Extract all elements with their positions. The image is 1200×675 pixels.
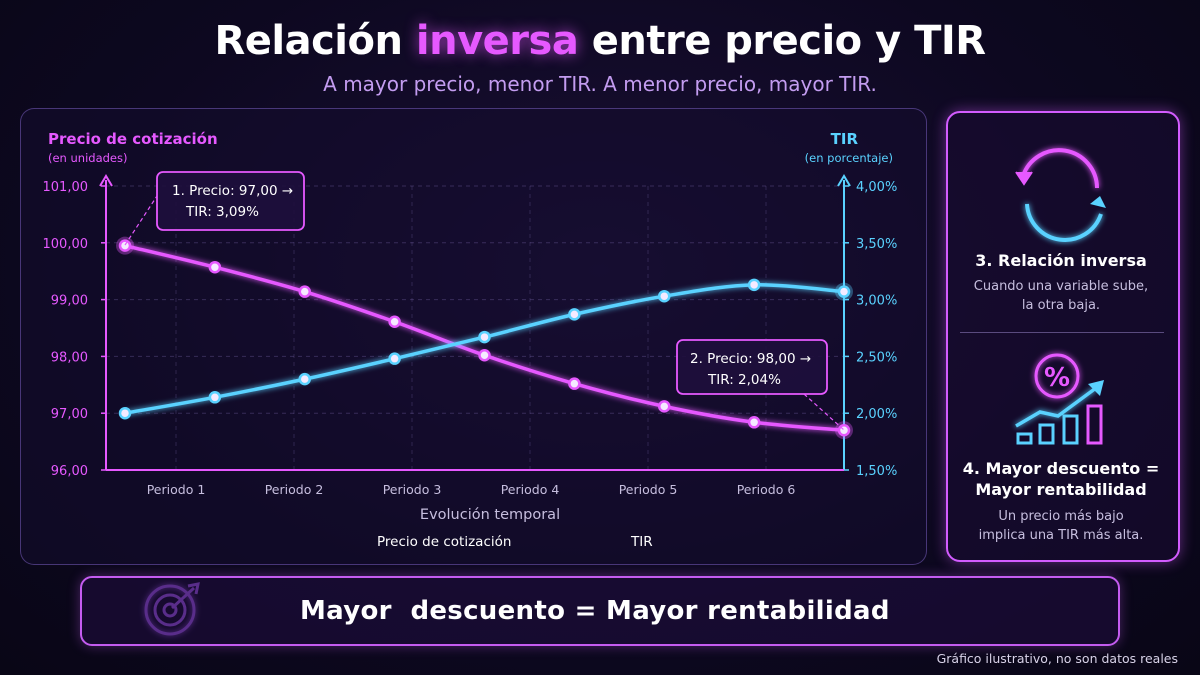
banner-text: Mayor descuento = Mayor rentabilidad xyxy=(300,596,890,626)
right-axis-subtitle: (en porcentaje) xyxy=(805,151,893,165)
item4-text-line2: implica una TIR más alta. xyxy=(978,528,1144,543)
left-axis-subtitle: (en unidades) xyxy=(48,151,127,165)
left-tick-label: 97,00 xyxy=(51,407,88,422)
price-data-point[interactable] xyxy=(568,377,581,390)
item3-text-line2: la otra baja. xyxy=(1021,298,1101,313)
right-tick-label: 3,50% xyxy=(856,237,897,252)
annotation-1-line2: TIR: 3,09% xyxy=(185,204,259,220)
tir-data-point[interactable] xyxy=(118,406,132,420)
left-tick-label: 100,00 xyxy=(43,237,89,252)
right-tick-label: 3,00% xyxy=(856,294,897,309)
price-data-point[interactable] xyxy=(747,416,761,429)
price-data-point[interactable] xyxy=(208,260,222,274)
x-tick-label: Periodo 3 xyxy=(383,482,442,497)
item4-title-line2: Mayor rentabilidad xyxy=(975,480,1147,499)
side-panel xyxy=(946,111,1180,562)
price-data-point[interactable] xyxy=(118,239,132,252)
tir-data-point[interactable] xyxy=(747,278,761,292)
legend-tir-label: TIR xyxy=(630,534,653,550)
right-axis-arrow xyxy=(837,174,851,187)
annotation-1-connector xyxy=(124,195,158,246)
annotation-1-box xyxy=(156,171,305,231)
annotation-2-connector xyxy=(803,393,845,431)
grid xyxy=(106,185,844,470)
tir-data-point[interactable] xyxy=(478,330,491,344)
percent-symbol: % xyxy=(1044,363,1070,393)
left-tick-label: 96,00 xyxy=(51,464,88,479)
x-tick-label: Periodo 2 xyxy=(265,482,324,497)
annotation-2-line1: 2. Precio: 98,00 → xyxy=(690,351,811,367)
item3-text-line1: Cuando una variable sube, xyxy=(973,279,1149,294)
right-tick-label: 1,50% xyxy=(856,464,897,479)
page-subtitle: A mayor precio, menor TIR. A menor preci… xyxy=(323,72,877,96)
annotation-1-line1: 1. Precio: 97,00 → xyxy=(172,183,293,199)
footnote: Gráfico ilustrativo, no son datos reales xyxy=(936,651,1178,666)
left-axis-title: Precio de cotización xyxy=(48,130,218,148)
x-tick-label: Periodo 1 xyxy=(147,482,206,497)
item3-title: 3. Relación inversa xyxy=(975,251,1147,270)
price-data-point[interactable] xyxy=(388,315,401,329)
left-tick-label: 99,00 xyxy=(51,294,88,309)
tir-data-point[interactable] xyxy=(568,308,581,321)
cycle-arrows-icon xyxy=(1015,148,1106,242)
tir-data-point[interactable] xyxy=(298,372,311,386)
side-divider xyxy=(960,332,1164,333)
x-tick-label: Periodo 6 xyxy=(737,482,796,497)
price-data-point[interactable] xyxy=(478,349,491,362)
page-title: Relación inversa entre precio y TIR xyxy=(214,18,986,64)
left-axis-arrow xyxy=(99,174,113,187)
left-tick-label: 101,00 xyxy=(43,180,89,195)
tir-data-point[interactable] xyxy=(388,352,401,365)
x-tick-label: Periodo 5 xyxy=(619,482,678,497)
right-tick-label: 4,00% xyxy=(856,180,897,195)
price-data-point[interactable] xyxy=(658,400,671,413)
left-tick-label: 98,00 xyxy=(51,350,88,365)
item4-title-line1: 4. Mayor descuento = xyxy=(962,459,1160,478)
percent-growth-chart-icon: % xyxy=(1015,353,1104,445)
annotation-2-box xyxy=(676,339,828,395)
right-tick-label: 2,00% xyxy=(856,407,897,422)
x-axis-title: Evolución temporal xyxy=(420,507,560,523)
item4-text-line1: Un precio más bajo xyxy=(998,509,1124,524)
right-axis-title: TIR xyxy=(831,130,859,148)
tir-data-point[interactable] xyxy=(208,391,222,404)
tir-data-point[interactable] xyxy=(837,285,851,298)
bottom-banner xyxy=(80,576,1120,646)
legend-price-label: Precio de cotización xyxy=(377,534,511,550)
annotation-2-line2: TIR: 2,04% xyxy=(707,372,781,388)
x-tick-label: Periodo 4 xyxy=(501,482,560,497)
tir-data-point[interactable] xyxy=(658,289,671,303)
right-tick-label: 2,50% xyxy=(856,350,897,365)
price-data-point[interactable] xyxy=(298,285,311,298)
